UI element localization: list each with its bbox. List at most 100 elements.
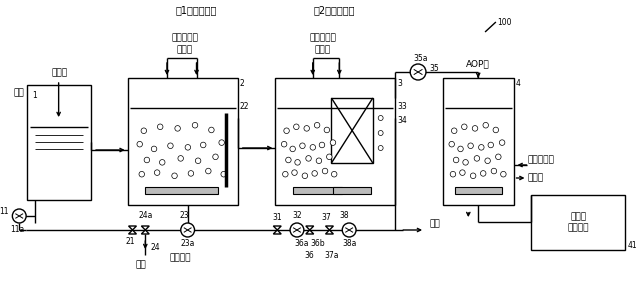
Text: 35: 35 bbox=[429, 64, 439, 73]
Text: AOP槽: AOP槽 bbox=[467, 59, 490, 68]
Text: 処理水: 処理水 bbox=[527, 173, 543, 183]
Circle shape bbox=[188, 170, 194, 176]
Text: 排泥: 排泥 bbox=[135, 260, 146, 269]
Circle shape bbox=[195, 158, 201, 164]
Circle shape bbox=[144, 157, 150, 163]
Text: 34: 34 bbox=[397, 115, 407, 125]
Text: 排泥: 排泥 bbox=[430, 220, 441, 229]
Text: 21: 21 bbox=[126, 237, 135, 247]
Text: 23a: 23a bbox=[180, 239, 195, 249]
Circle shape bbox=[212, 154, 218, 160]
Circle shape bbox=[493, 127, 499, 133]
Text: 原水: 原水 bbox=[13, 89, 24, 97]
Text: 35a: 35a bbox=[414, 54, 428, 62]
Circle shape bbox=[12, 209, 26, 223]
Circle shape bbox=[474, 156, 479, 161]
Circle shape bbox=[460, 170, 465, 176]
Polygon shape bbox=[326, 230, 333, 234]
Text: 硝化抑制剤: 硝化抑制剤 bbox=[172, 33, 198, 43]
Text: 36a: 36a bbox=[294, 239, 309, 247]
Polygon shape bbox=[273, 230, 281, 234]
Circle shape bbox=[154, 170, 160, 176]
Text: 24: 24 bbox=[150, 244, 160, 252]
Circle shape bbox=[468, 143, 474, 149]
Circle shape bbox=[342, 223, 356, 237]
Circle shape bbox=[300, 143, 305, 149]
Text: 22: 22 bbox=[240, 102, 250, 110]
Circle shape bbox=[192, 123, 198, 128]
Circle shape bbox=[324, 127, 330, 133]
Circle shape bbox=[139, 171, 145, 177]
Text: 汚泥返送: 汚泥返送 bbox=[169, 253, 191, 263]
Text: 3: 3 bbox=[397, 78, 403, 88]
Bar bbox=[293, 187, 342, 194]
Text: 23: 23 bbox=[180, 212, 189, 221]
Bar bbox=[275, 78, 396, 205]
Circle shape bbox=[310, 144, 316, 150]
Circle shape bbox=[180, 223, 195, 237]
Circle shape bbox=[295, 160, 300, 165]
Circle shape bbox=[461, 124, 467, 130]
Circle shape bbox=[200, 142, 206, 148]
Polygon shape bbox=[141, 226, 149, 230]
Circle shape bbox=[470, 173, 476, 178]
Circle shape bbox=[294, 124, 299, 130]
Circle shape bbox=[458, 146, 463, 152]
Circle shape bbox=[209, 127, 214, 133]
Circle shape bbox=[499, 140, 505, 145]
Circle shape bbox=[453, 157, 459, 163]
Text: 32: 32 bbox=[292, 212, 302, 221]
Text: 貯留槽: 貯留槽 bbox=[51, 68, 67, 78]
Bar bbox=[127, 78, 238, 205]
Circle shape bbox=[285, 157, 291, 163]
Text: 31: 31 bbox=[273, 213, 282, 221]
Text: 栄養剤: 栄養剤 bbox=[177, 46, 193, 54]
Text: 36: 36 bbox=[305, 250, 315, 260]
Text: 第2生物処理槽: 第2生物処理槽 bbox=[314, 5, 355, 15]
Circle shape bbox=[312, 170, 317, 176]
Circle shape bbox=[316, 158, 322, 164]
Circle shape bbox=[302, 173, 308, 178]
Text: 38a: 38a bbox=[342, 239, 356, 249]
Polygon shape bbox=[306, 230, 314, 234]
Circle shape bbox=[463, 160, 468, 165]
Text: 37a: 37a bbox=[324, 250, 339, 260]
Circle shape bbox=[290, 223, 304, 237]
Circle shape bbox=[283, 171, 288, 177]
Text: 37: 37 bbox=[322, 213, 332, 221]
Bar bbox=[145, 187, 218, 194]
Bar bbox=[443, 78, 514, 205]
Bar bbox=[531, 195, 625, 250]
Circle shape bbox=[137, 141, 143, 147]
Bar bbox=[332, 98, 372, 163]
Circle shape bbox=[450, 171, 456, 177]
Circle shape bbox=[495, 154, 501, 160]
Polygon shape bbox=[273, 226, 281, 230]
Circle shape bbox=[175, 126, 180, 131]
Circle shape bbox=[168, 143, 173, 149]
Circle shape bbox=[326, 154, 332, 160]
Bar bbox=[454, 187, 502, 194]
Circle shape bbox=[306, 156, 311, 161]
Text: 33: 33 bbox=[397, 102, 407, 110]
Polygon shape bbox=[141, 230, 149, 234]
Polygon shape bbox=[129, 226, 136, 230]
Polygon shape bbox=[306, 226, 314, 230]
Circle shape bbox=[319, 142, 324, 148]
Text: 41: 41 bbox=[628, 240, 637, 250]
Circle shape bbox=[178, 156, 184, 161]
Circle shape bbox=[472, 126, 478, 131]
Text: 過酸化水素: 過酸化水素 bbox=[527, 155, 554, 165]
Circle shape bbox=[323, 168, 328, 174]
Circle shape bbox=[491, 168, 497, 174]
Circle shape bbox=[485, 158, 490, 164]
Circle shape bbox=[141, 128, 147, 133]
Circle shape bbox=[219, 140, 225, 145]
Text: 硝化抑制剤: 硝化抑制剤 bbox=[309, 33, 336, 43]
Circle shape bbox=[332, 171, 337, 177]
Text: オゾン
発生装置: オゾン 発生装置 bbox=[568, 213, 589, 232]
Circle shape bbox=[481, 170, 486, 176]
Circle shape bbox=[185, 144, 191, 150]
Text: 36b: 36b bbox=[310, 239, 325, 247]
Text: 1: 1 bbox=[32, 91, 37, 99]
